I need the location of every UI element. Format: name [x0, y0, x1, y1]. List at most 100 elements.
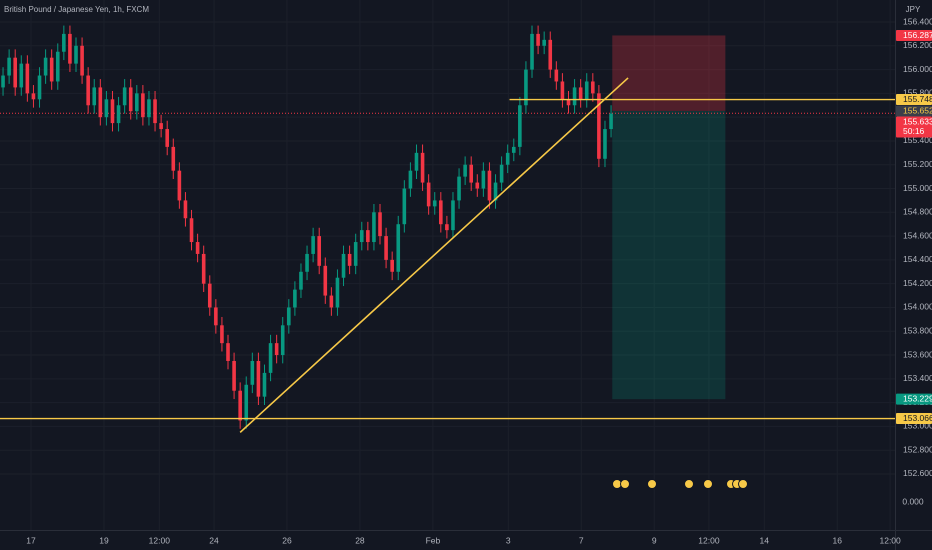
y-tick-label: 153.600 — [903, 349, 932, 359]
y-tick-label: 155.800 — [903, 88, 932, 98]
candle-body — [31, 93, 36, 100]
candle-body — [189, 218, 194, 243]
event-icon[interactable] — [703, 479, 713, 489]
candle-body — [572, 87, 577, 106]
candle-body — [226, 343, 230, 361]
event-icon[interactable] — [620, 479, 630, 489]
y-tick-label: 152.800 — [903, 444, 932, 454]
y-tick-label: 154.600 — [903, 230, 932, 240]
x-tick-label: 24 — [209, 535, 219, 545]
stop-zone — [612, 35, 726, 111]
candle-body — [177, 170, 182, 201]
candle-body — [493, 182, 498, 201]
candle-body — [426, 182, 431, 207]
candle-body — [542, 39, 546, 46]
x-tick-label: 14 — [760, 535, 770, 545]
candle-body — [329, 295, 334, 308]
y-tick-label: 156.200 — [903, 40, 932, 50]
candle-body — [323, 265, 328, 296]
candle-body — [475, 182, 480, 189]
price-label: 153.229 — [903, 394, 932, 404]
y-tick-label: 152.600 — [903, 468, 932, 478]
candle-body — [432, 200, 437, 207]
price-label: 153.066 — [903, 413, 932, 423]
symbol-title: British Pound / Japanese Yen, 1h, FXCM — [4, 5, 149, 14]
x-tick-label: 7 — [579, 535, 584, 545]
candle-body — [353, 242, 358, 266]
candle-body — [280, 325, 285, 356]
y-tick-label: 155.200 — [903, 159, 932, 169]
candle-body — [98, 87, 103, 118]
drawings — [0, 35, 895, 400]
candle-body — [366, 230, 370, 243]
candle-body — [74, 45, 78, 64]
event-icon[interactable] — [647, 479, 657, 489]
candle-body — [487, 170, 492, 201]
candles — [1, 25, 613, 429]
candle-body — [68, 33, 72, 64]
currency-label: JPY — [906, 5, 921, 14]
event-icon[interactable] — [684, 479, 694, 489]
candle-body — [25, 63, 30, 94]
candle-body — [511, 146, 516, 153]
candle-body — [420, 152, 425, 183]
y-tick-label: 153.000 — [903, 421, 932, 431]
candle-body — [299, 271, 303, 290]
price-label-box — [896, 413, 932, 425]
price-label: 155.652 — [903, 106, 932, 116]
candle-body — [584, 81, 589, 100]
candle-body — [55, 51, 60, 82]
y-tick-label: 154.200 — [903, 278, 932, 288]
candle-body — [80, 45, 84, 76]
candle-body — [566, 99, 571, 106]
target-zone — [612, 110, 726, 400]
overlay — [0, 77, 895, 433]
candle-body — [518, 105, 522, 147]
candle-body — [548, 39, 553, 70]
candle-body — [445, 224, 449, 231]
price-label: 156.287 — [903, 30, 932, 40]
candle-body — [37, 75, 42, 100]
x-tick-label: 16 — [833, 535, 843, 545]
candle-body — [505, 152, 510, 165]
candle-body — [499, 164, 504, 183]
candle-body — [408, 170, 413, 189]
candle-body — [414, 152, 419, 171]
candle-body — [207, 283, 212, 308]
candle-body — [536, 33, 540, 46]
event-icon[interactable] — [738, 479, 748, 489]
candle-body — [347, 253, 352, 266]
candle-body — [92, 87, 97, 106]
candle-body — [439, 200, 443, 225]
candle-body — [469, 164, 474, 183]
candle-body — [153, 99, 157, 124]
candle-body — [159, 123, 163, 130]
candle-body — [232, 360, 236, 391]
candle-body — [578, 87, 583, 100]
countdown-label: 50:16 — [903, 126, 925, 136]
candle-body — [262, 372, 267, 397]
x-tick-label: 26 — [282, 535, 292, 545]
price-label: 155.633 — [903, 117, 932, 127]
candle-body — [481, 170, 486, 189]
grid — [0, 0, 895, 530]
candle-body — [7, 57, 11, 76]
y-tick-label: 153.800 — [903, 326, 932, 336]
candle-body — [220, 325, 224, 344]
price-label-box — [896, 393, 932, 405]
candle-body — [171, 146, 176, 171]
candle-body — [250, 360, 255, 385]
candle-body — [293, 289, 297, 308]
candle-body — [238, 390, 242, 421]
candle-body — [135, 93, 139, 112]
event-icons — [612, 479, 748, 489]
price-label-box — [896, 116, 932, 138]
candle-body — [49, 57, 54, 82]
candle-body — [104, 99, 109, 118]
candle-body — [609, 113, 613, 130]
candle-body — [62, 33, 66, 52]
candle-body — [597, 93, 601, 159]
y-tick-label: 155.400 — [903, 135, 932, 145]
x-tick-label: Feb — [426, 535, 441, 545]
